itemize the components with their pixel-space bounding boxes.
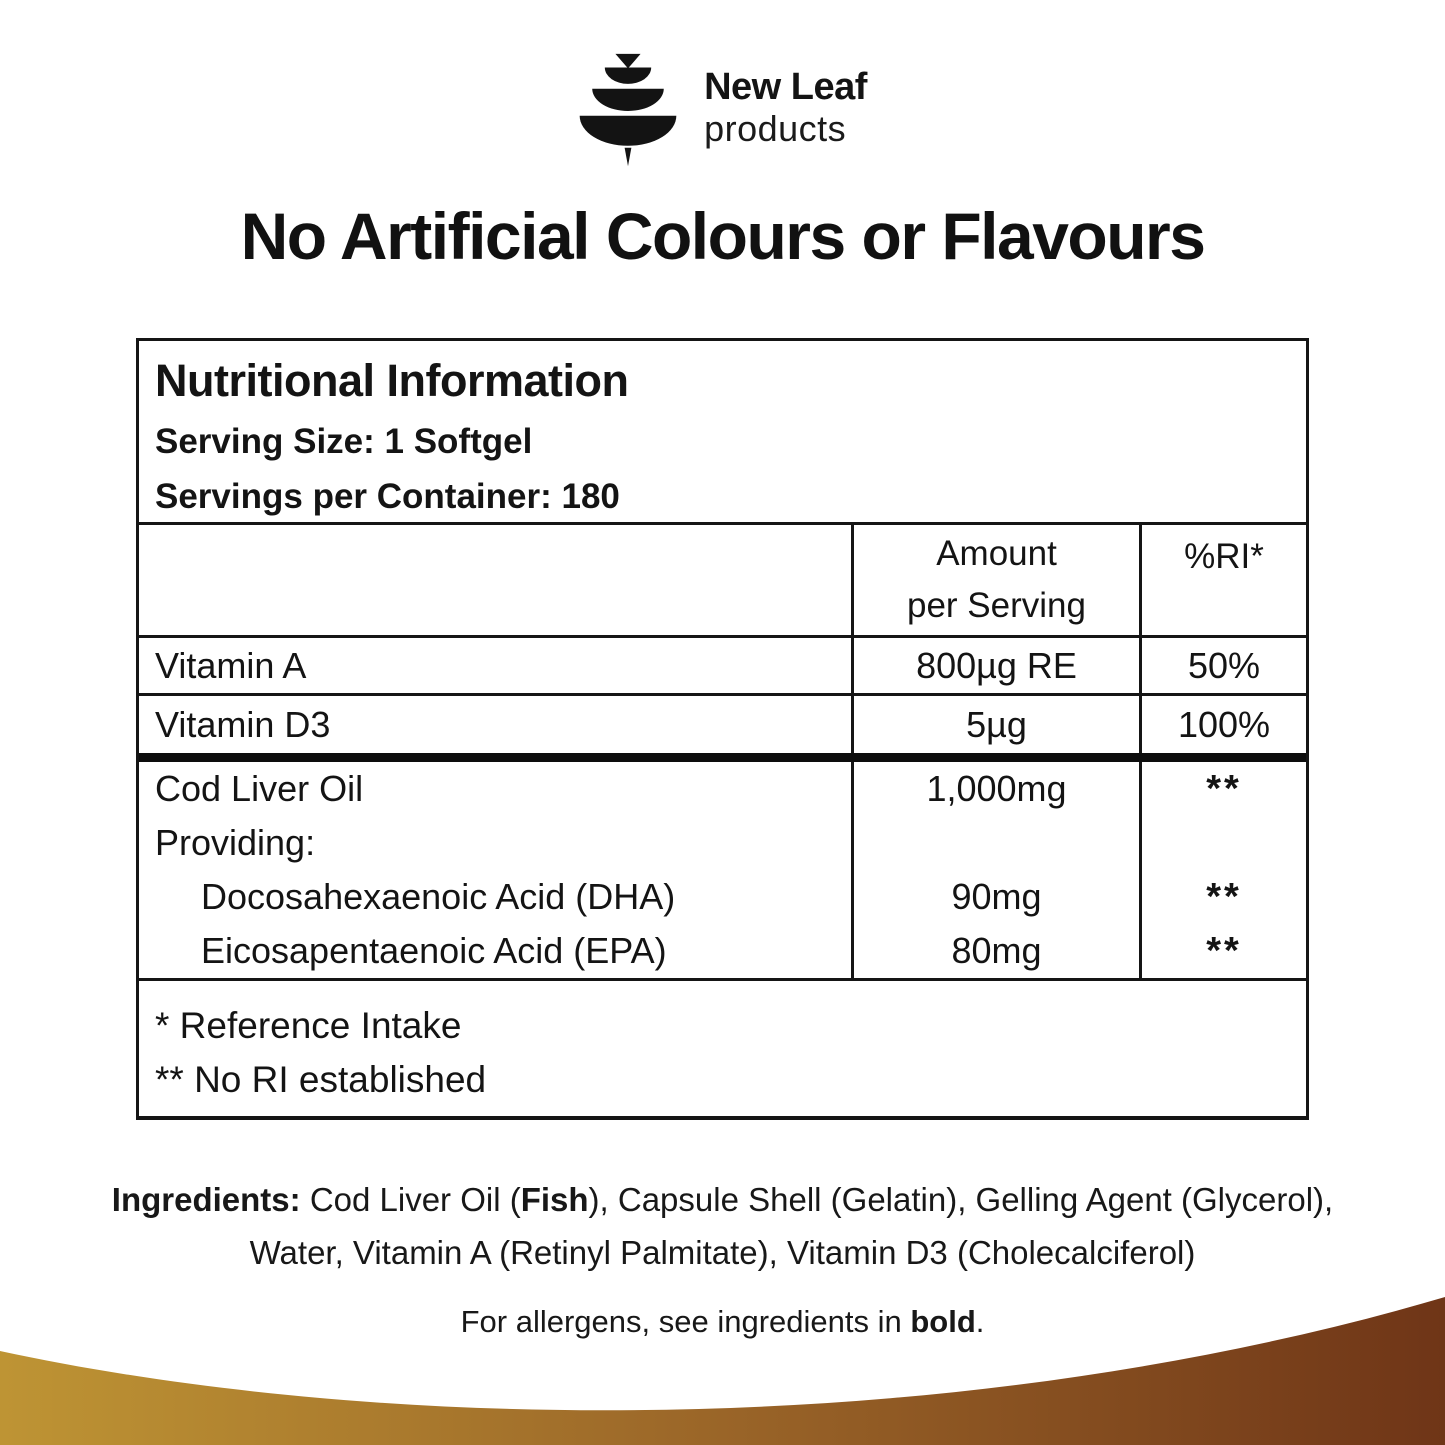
nutrition-title: Nutritional Information — [155, 355, 629, 406]
nutrient-amount: 80mg — [951, 930, 1042, 971]
column-header-blank — [139, 525, 851, 635]
brand-text: New Leaf products — [704, 66, 867, 149]
nutrient-name: Docosahexaenoic Acid (DHA) — [201, 876, 676, 917]
footnote-reference-intake: * Reference Intake — [155, 1005, 462, 1046]
nutrient-name: Vitamin A — [155, 644, 307, 686]
nutrition-panel: Nutritional Information Serving Size: 1 … — [136, 338, 1309, 1121]
nutrient-ri: ** — [1206, 875, 1242, 918]
providing-label: Providing: — [155, 822, 316, 863]
column-header-amount-line1: Amount — [936, 533, 1057, 573]
group-amount-column: 1,000mg 90mg 80mg — [851, 762, 1139, 978]
brand-subtitle: products — [704, 107, 847, 149]
nutrient-name: Eicosapentaenoic Acid (EPA) — [201, 930, 667, 971]
footnotes: * Reference Intake ** No RI established — [139, 981, 1306, 1116]
group-name-column: Cod Liver Oil Providing: Docosahexaenoic… — [139, 762, 851, 978]
nutrient-amount: 1,000mg — [926, 768, 1067, 809]
headline: No Artificial Colours or Flavours — [240, 199, 1206, 273]
footnote-no-ri: ** No RI established — [155, 1058, 487, 1100]
group-ri-column: ** ** ** — [1139, 762, 1306, 978]
column-header-amount-line2: per Serving — [907, 586, 1086, 625]
column-header-amount: Amount per Serving — [851, 525, 1139, 635]
nutrient-group-cod-liver-oil: Cod Liver Oil Providing: Docosahexaenoic… — [139, 762, 1306, 981]
brand-name: New Leaf — [704, 66, 867, 108]
nutrient-name: Vitamin D3 — [155, 703, 331, 745]
nutrient-ri: ** — [1206, 929, 1242, 972]
nutrient-amount-blank — [854, 816, 1139, 870]
nutrient-amount: 5µg — [851, 696, 1139, 753]
column-header-ri: %RI* — [1139, 525, 1306, 635]
serving-size: Serving Size: 1 Softgel — [155, 422, 533, 461]
nutrient-amount: 800µg RE — [851, 638, 1139, 693]
nutrient-row-vitamin-a: Vitamin A 800µg RE 50% — [139, 638, 1306, 696]
nutrient-ri: 100% — [1139, 696, 1306, 753]
nutrient-ri: ** — [1206, 767, 1242, 810]
nutrient-ri-blank — [1142, 816, 1306, 870]
column-header-row: Amount per Serving %RI* — [139, 525, 1306, 638]
allergen-note: For allergens, see ingredients in bold. — [460, 1303, 985, 1339]
nutrient-amount: 90mg — [951, 876, 1042, 917]
nutrient-ri: 50% — [1139, 638, 1306, 693]
brand-logo: New Leaf products — [0, 0, 1445, 168]
nutrient-name: Cod Liver Oil — [155, 768, 364, 809]
nutrition-panel-header: Nutritional Information Serving Size: 1 … — [139, 341, 1306, 525]
ingredients-paragraph: Ingredients: Cod Liver Oil (Fish), Capsu… — [111, 1181, 1334, 1272]
nutrient-row-vitamin-d3: Vitamin D3 5µg 100% — [139, 696, 1306, 762]
servings-per-container: Servings per Container: 180 — [155, 476, 620, 516]
leaf-tree-icon — [579, 53, 677, 167]
